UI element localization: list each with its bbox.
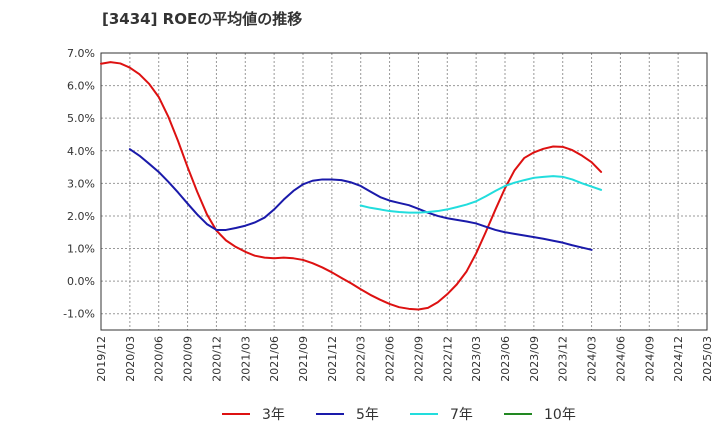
series-lines xyxy=(100,61,603,311)
x-tick-label: 2019/12 xyxy=(95,336,108,382)
y-axis-tick-labels: 7.0% 6.0% 5.0% 4.0% 3.0% 2.0% 1.0% 0.0% -1.0% xyxy=(63,47,95,321)
y-tick-label: 4.0% xyxy=(67,145,95,158)
series-line-2 xyxy=(128,148,593,251)
chart-title: [3434] ROEの平均値の推移 xyxy=(102,10,302,28)
legend-label-1: 3年 xyxy=(262,407,285,423)
grid-lines xyxy=(100,52,708,330)
x-tick-label: 2024/12 xyxy=(672,336,685,382)
series-line-3 xyxy=(359,175,603,214)
x-tick-label: 2020/06 xyxy=(153,336,166,382)
legend-label-3: 7年 xyxy=(450,407,473,423)
y-tick-label: -1.0% xyxy=(63,308,95,321)
y-tick-label: 1.0% xyxy=(67,243,95,256)
legend-label-4: 10年 xyxy=(544,407,576,423)
x-tick-label: 2023/12 xyxy=(557,336,570,382)
plot-area-border xyxy=(100,52,708,331)
y-tick-label: 0.0% xyxy=(67,275,95,288)
x-tick-label: 2024/03 xyxy=(586,336,599,382)
y-tick-label: 7.0% xyxy=(67,47,95,60)
x-tick-label: 2023/06 xyxy=(499,336,512,382)
series-line-1 xyxy=(100,61,603,311)
x-tick-label: 2024/06 xyxy=(614,336,627,382)
legend: 3年 5年 7年 10年 xyxy=(222,407,576,423)
x-tick-label: 2022/06 xyxy=(384,336,397,382)
legend-label-2: 5年 xyxy=(356,407,379,423)
x-tick-label: 2025/03 xyxy=(701,336,714,382)
x-tick-label: 2021/09 xyxy=(297,336,310,382)
x-tick-label: 2022/12 xyxy=(441,336,454,382)
x-tick-label: 2021/12 xyxy=(326,336,339,382)
x-tick-label: 2020/12 xyxy=(210,336,223,382)
x-tick-label: 2020/03 xyxy=(124,336,137,382)
x-tick-label: 2021/03 xyxy=(239,336,252,382)
x-tick-label: 2020/09 xyxy=(182,336,195,382)
x-tick-label: 2022/03 xyxy=(355,336,368,382)
x-axis-tick-labels: 2019/12 2020/03 2020/06 2020/09 2020/12 2021/… xyxy=(95,336,714,382)
y-tick-label: 6.0% xyxy=(67,80,95,93)
x-tick-label: 2023/09 xyxy=(528,336,541,382)
y-tick-label: 2.0% xyxy=(67,210,95,223)
y-tick-label: 3.0% xyxy=(67,177,95,190)
x-tick-label: 2024/09 xyxy=(643,336,656,382)
y-tick-label: 5.0% xyxy=(67,112,95,125)
x-tick-label: 2023/03 xyxy=(470,336,483,382)
x-tick-label: 2021/06 xyxy=(268,336,281,382)
x-tick-label: 2022/09 xyxy=(412,336,425,382)
